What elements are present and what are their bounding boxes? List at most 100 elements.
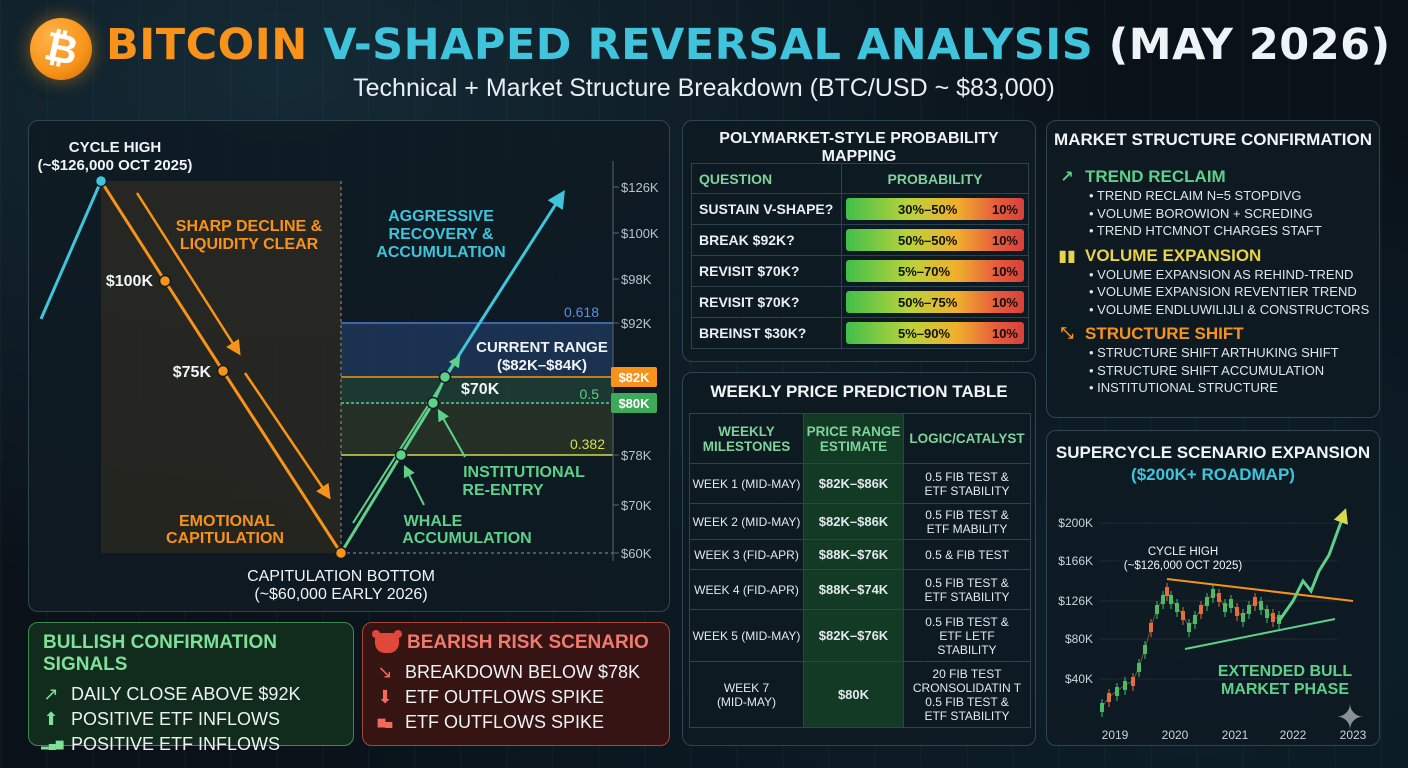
market-structure-panel: MARKET STRUCTURE CONFIRMATION ↗ TREND REC… — [1046, 120, 1380, 418]
bull-phase-label: EXTENDED BULL — [1218, 663, 1352, 680]
signal-item: ↘ BREAKDOWN BELOW $78K — [375, 660, 669, 685]
week-cell: WEEK 4 (FID-APR) — [689, 569, 804, 610]
x-tick-label: 2022 — [1280, 728, 1307, 742]
label-75k: $75K — [173, 364, 212, 381]
etf-chart-icon: ▆▄ — [377, 717, 393, 728]
data-point — [158, 274, 172, 288]
range-cell: $88K–$74K — [803, 569, 904, 610]
bear-icon — [372, 630, 402, 653]
page-subtitle: Technical + Market Structure Breakdown (… — [353, 74, 1055, 102]
logic-cell: 0.5 FIB TEST & ETF STABILITY — [903, 569, 1031, 610]
weekly-row: WEEK 4 (FID-APR) $88K–$74K 0.5 FIB TEST & E… — [689, 569, 1031, 610]
probability-row: BREINST $30K? 5%–90% 10% — [691, 317, 1029, 349]
page-title: BITCOIN V-SHAPED REVERSAL ANALYSIS (MAY … — [106, 20, 1391, 70]
support-trendline — [1184, 618, 1336, 650]
decline-label: SHARP DECLINE & — [176, 218, 323, 235]
weekly-row: WEEK 1 (MID-MAY) $82K–$86K 0.5 FIB TEST & E… — [689, 463, 1031, 504]
candle — [1100, 703, 1104, 712]
probability-cell: 50%–75% 10% — [841, 286, 1029, 318]
price-path — [1101, 589, 1280, 708]
probability-row: REVISIT $70K? 50%–75% 10% — [691, 286, 1029, 318]
structure-item: • TREND RECLAIM N=5 STOPDIVG — [1089, 188, 1302, 203]
weekly-row: WEEK 7 (MID-MAY) $80K 20 FIB TEST CRONSOLID… — [689, 661, 1031, 728]
structure-item: • INSTITUTIONAL STRUCTURE — [1089, 380, 1278, 395]
x-tick-label: 2021 — [1222, 728, 1249, 742]
y-tick-label: $100K — [621, 226, 659, 241]
logic-cell: 20 FIB TEST CRONSOLIDATIN T 0.5 FIB TEST &… — [903, 661, 1031, 728]
y-tick-label: $92K — [621, 316, 652, 331]
polymarket-title: POLYMARKET-STYLE PROBABILITY MAPPING — [719, 130, 999, 165]
bottom-label: CAPITULATION BOTTOM — [247, 568, 435, 585]
cycle-high-sublabel: (~$126,000 OCT 2025) — [1124, 560, 1243, 572]
logic-cell: 0.5 FIB TEST & ETF LETF STABILITY — [903, 609, 1031, 662]
y-tick-label: $60K — [621, 546, 652, 561]
y-tick-label: $200K — [1058, 516, 1093, 530]
emotional-label: CAPITULATION — [166, 530, 284, 547]
current-range-label: CURRENT RANGE — [476, 339, 608, 356]
resistance-trendline — [1166, 578, 1354, 602]
question-cell: SUSTAIN V-SHAPE? — [691, 193, 842, 225]
price-tag-label: $82K — [618, 370, 650, 385]
probability-cell: 5%–70% 10% — [841, 255, 1029, 287]
recovery-label: AGGRESSIVE — [388, 208, 494, 225]
probability-cell: 5%–90% 10% — [841, 317, 1029, 349]
signal-item: ↗ DAILY CLOSE ABOVE $92K — [41, 682, 353, 707]
probability-bar: 30%–50% 10% — [846, 198, 1024, 220]
cycle-high-label: CYCLE HIGH — [69, 139, 162, 156]
supercycle-chart: 2019 2020 2021 2022 2023 $200K $166K $126K $80K $… — [1058, 508, 1367, 742]
question-cell: BREAK $92K? — [691, 224, 842, 256]
y-tick-label: $40K — [1065, 672, 1093, 686]
supercycle-panel: SUPERCYCLE SCENARIO EXPANSION ($200K+ RO… — [1046, 430, 1380, 746]
question-cell: REVISIT $70K? — [691, 255, 842, 287]
current-range-label: ($82K–$84K) — [497, 357, 587, 374]
bull-phase-label: MARKET PHASE — [1221, 681, 1349, 698]
recovery-label: ACCUMULATION — [376, 244, 505, 261]
signal-item: ▂▄▆ POSITIVE ETF INFLOWS — [41, 734, 281, 754]
whale-label: WHALE — [404, 513, 463, 530]
projection-arrow — [1277, 508, 1348, 622]
weekly-title: WEEKLY PRICE PREDICTION TABLE — [710, 382, 1008, 401]
fib-618-zone — [341, 323, 613, 375]
title-main: V-SHAPED REVERSAL ANALYSIS — [323, 20, 1094, 70]
probability-row: SUSTAIN V-SHAPE? 30%–50% 10% — [691, 193, 1029, 225]
fib-level-label: 0.5 — [580, 386, 600, 402]
week-cell: WEEK 1 (MID-MAY) — [689, 463, 804, 504]
label-100k: $100K — [106, 273, 154, 290]
x-tick-label: 2020 — [1162, 728, 1189, 742]
week-cell: WEEK 2 (MID-MAY) — [689, 503, 804, 540]
data-point — [394, 448, 408, 462]
sparkle-icon: ✦ — [1335, 699, 1365, 737]
week-cell: WEEK 5 (MID-MAY) — [689, 609, 804, 662]
arrow-up-icon: ⬆ — [43, 709, 59, 729]
pre-high-series-line — [39, 180, 103, 320]
structure-group-heading: ⤡ STRUCTURE SHIFT — [1057, 324, 1377, 344]
weekly-row: WEEK 5 (MID-MAY) $82K–$76K 0.5 FIB TEST & E… — [689, 609, 1031, 662]
trend-up-icon: ↗ — [43, 684, 59, 704]
fib-5-zone — [341, 375, 613, 403]
decline-arrow — [135, 192, 241, 356]
probability-bar: 50%–75% 10% — [846, 291, 1024, 313]
range-cell: $80K — [803, 661, 904, 728]
title-bitcoin: BITCOIN — [106, 20, 308, 70]
x-tick-label: 2023 — [1340, 728, 1367, 742]
trend-down-icon: ↘ — [377, 662, 393, 682]
logic-cell: 0.5 FIB TEST & ETF MABILITY — [903, 503, 1031, 540]
y-tick-label: $70K — [621, 498, 652, 513]
header: ₿ BITCOIN V-SHAPED REVERSAL ANALYSIS (MA… — [0, 0, 1408, 112]
structure-item: • VOLUME ENDLUWILIJLI & CONSTRUCTORS — [1089, 301, 1370, 317]
probability-cell: 30%–50% 10% — [841, 193, 1029, 225]
supercycle-subtitle: ($200K+ ROADMAP) — [1131, 465, 1295, 484]
title-date: (MAY 2026) — [1108, 20, 1391, 70]
bearish-panel: BEARISH RISK SCENARIO ↘ BREAKDOWN BELOW $… — [362, 622, 670, 746]
main-chart-panel: $126K $100K $98K $92K $78K $70K $60K $82K $80K 0.… — [28, 120, 670, 612]
y-tick-label: $98K — [621, 272, 652, 287]
weekly-row: WEEK 2 (MID-MAY) $82K–$86K 0.5 FIB TEST & E… — [689, 503, 1031, 540]
weekly-table-panel: WEEKLY PRICE PREDICTION TABLE WEEKLY MILE… — [682, 372, 1036, 746]
fib-382-zone — [341, 403, 613, 455]
structure-item: • TREND HTCMNOT CHARGES STAFT — [1089, 223, 1322, 238]
question-cell: BREINST $30K? — [691, 317, 842, 349]
range-cell: $88K–$76K — [803, 539, 904, 570]
structure-item: • VOLUME EXPANSION AS REHIND-TREND — [1089, 266, 1354, 282]
probability-cell: 50%–50% 10% — [841, 224, 1029, 256]
decline-arrow — [243, 372, 331, 500]
